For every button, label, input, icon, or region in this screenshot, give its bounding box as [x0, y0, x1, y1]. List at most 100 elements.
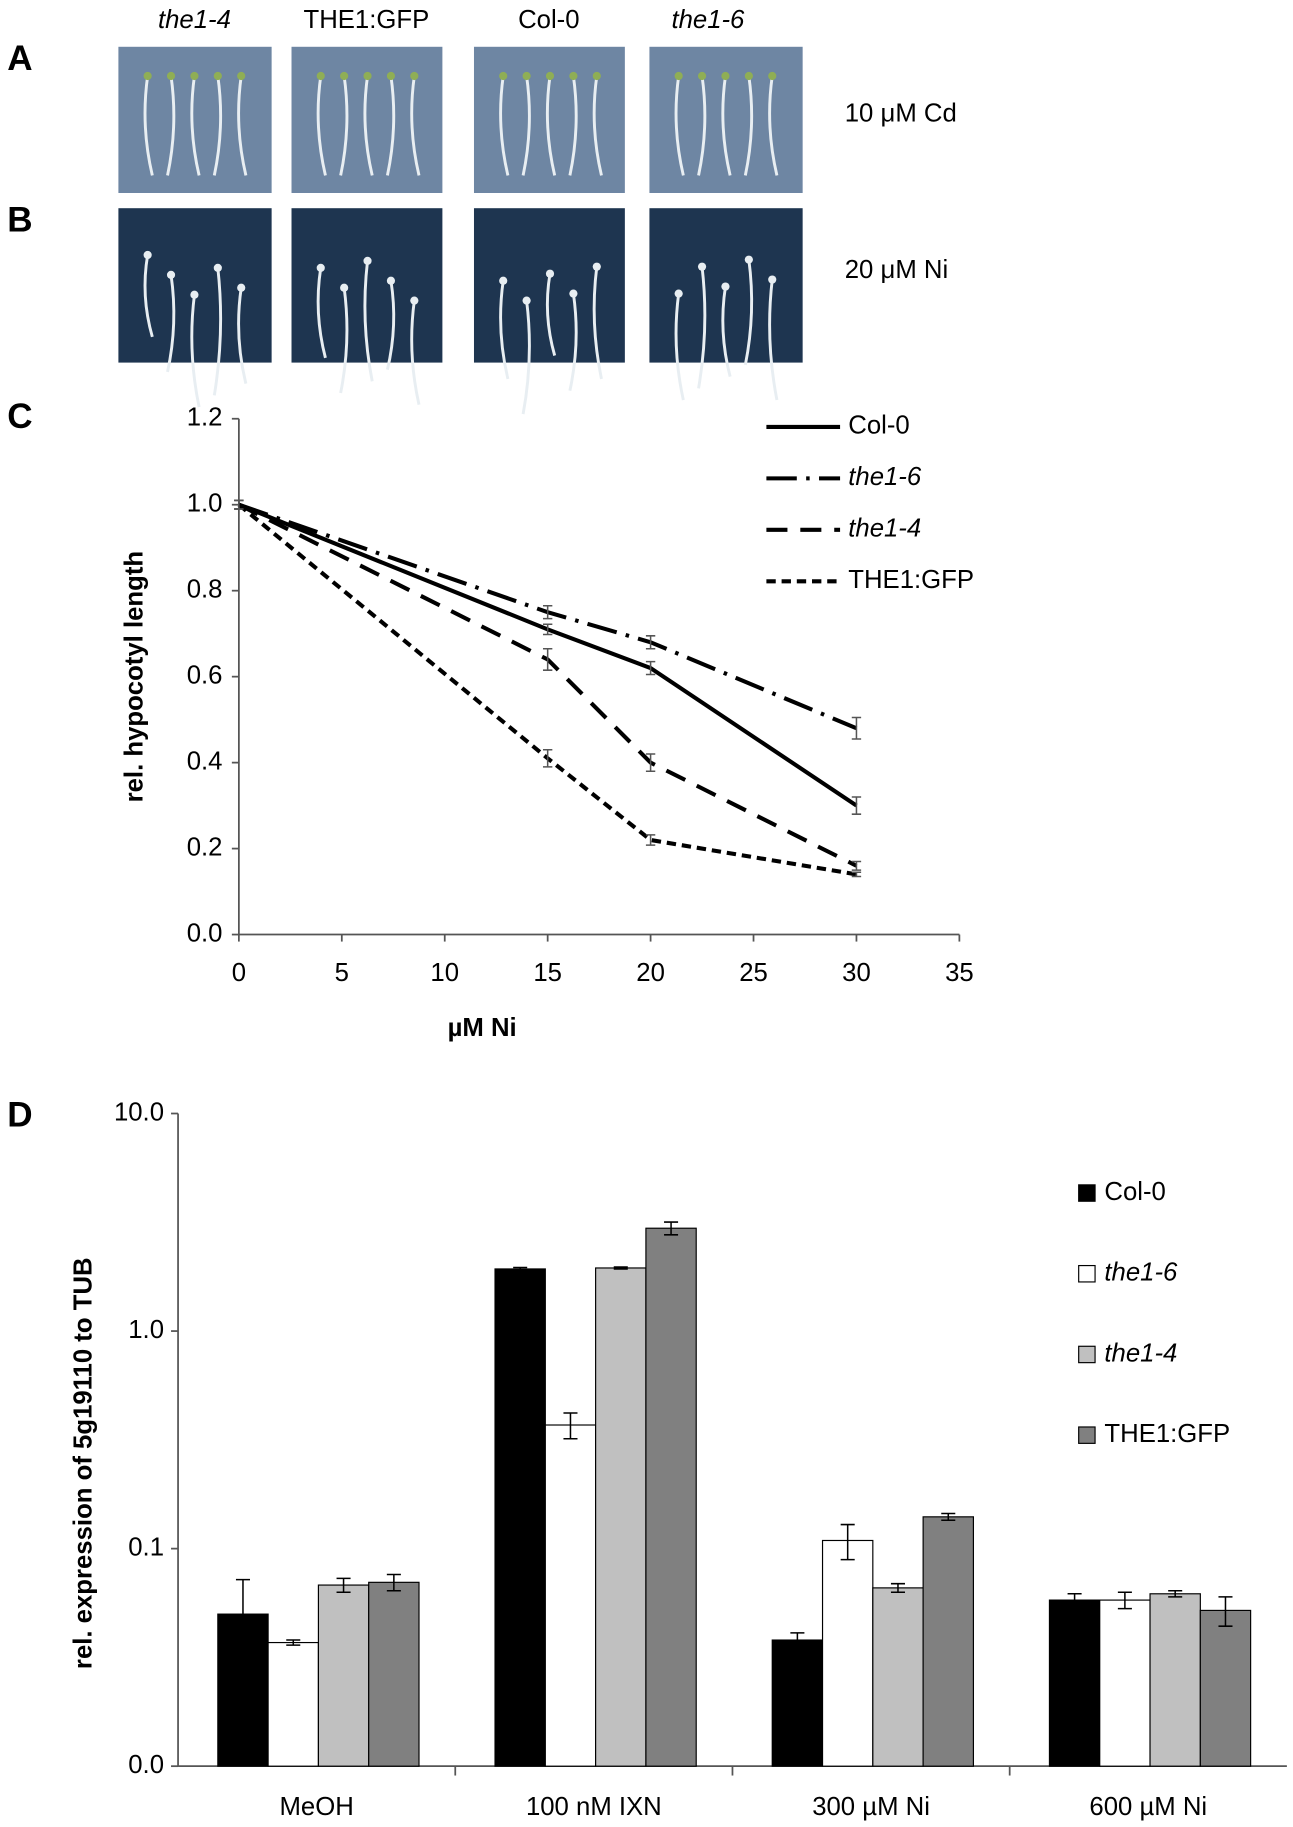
cotyledon [569, 71, 578, 81]
bar [368, 1581, 420, 1767]
cotyledon [674, 289, 683, 298]
seedling [721, 75, 732, 176]
y-tick-label: 0.0 [187, 919, 223, 947]
cotyledon [545, 269, 555, 278]
line [238, 502, 858, 808]
seedling [166, 274, 176, 373]
x-tick-label: 300 µM Ni [812, 1793, 930, 1821]
error-bar [235, 1578, 250, 1670]
photo [649, 46, 803, 193]
seedling [521, 75, 531, 176]
error-bar [542, 647, 553, 671]
cotyledon [592, 71, 601, 81]
seedling [768, 279, 779, 401]
cotyledon [545, 71, 555, 81]
cotyledon [674, 71, 683, 81]
error-bar [941, 1512, 956, 1522]
cotyledon [143, 71, 152, 81]
seedling [190, 294, 201, 408]
photo [118, 46, 272, 193]
seedling [237, 75, 248, 176]
y-tick-label: 1.0 [187, 490, 223, 518]
seedling [316, 75, 327, 176]
seedling [385, 75, 396, 176]
photos [118, 46, 803, 415]
cotyledon [363, 256, 372, 265]
legend-label: Col-0 [848, 412, 909, 440]
photo-row-label: 10 μM Cd [845, 99, 957, 127]
photo [291, 46, 443, 193]
seedling [410, 300, 421, 406]
cotyledon [721, 71, 730, 81]
cotyledon [213, 71, 222, 81]
cotyledon [522, 71, 531, 81]
error-bar [851, 796, 862, 815]
seedling [385, 280, 396, 370]
seedling [237, 287, 248, 384]
x-axis-label: µM Ni [448, 1014, 517, 1042]
seedling [143, 75, 154, 176]
cotyledon [410, 296, 419, 305]
seedling [592, 75, 603, 176]
bar [645, 1227, 697, 1767]
cotyledon [386, 71, 396, 81]
y-axis-label: rel. hypocotyl length [121, 551, 149, 802]
bar [1099, 1599, 1151, 1767]
error-bar [336, 1577, 351, 1594]
x-tick-label: 20 [636, 959, 665, 987]
photo-column-label: the1-6 [671, 6, 745, 34]
legend-label: the1-6 [848, 463, 922, 491]
bar [595, 1267, 647, 1767]
y-tick-label: 1.0 [128, 1316, 164, 1344]
bar [267, 1641, 319, 1767]
cotyledon [410, 71, 419, 81]
cotyledon [386, 276, 396, 285]
seedling [212, 75, 223, 176]
seedling [521, 300, 531, 415]
error-bar [234, 499, 244, 510]
error-bar [851, 860, 862, 871]
error-bar [1168, 1590, 1183, 1598]
line [237, 502, 858, 868]
legend-label: the1-4 [848, 515, 921, 543]
error-bar [851, 716, 862, 740]
bar [771, 1639, 824, 1767]
seedling [166, 75, 176, 176]
legend-label: the1-6 [1104, 1259, 1178, 1287]
cotyledon [768, 275, 777, 284]
x-tick-label: 25 [739, 959, 768, 987]
error-bar [513, 1266, 528, 1272]
y-tick-label: 0.4 [187, 747, 223, 775]
seedling [499, 75, 510, 176]
cotyledon [522, 296, 531, 305]
seedling [568, 293, 578, 391]
seedling [721, 286, 732, 377]
seedling [339, 287, 349, 394]
legend-swatch [1078, 1184, 1096, 1202]
seedling [674, 75, 685, 176]
y-tick-label: 0.1 [128, 1533, 164, 1561]
error-bar [542, 623, 553, 636]
seedling [410, 75, 421, 176]
panel-label: D [7, 1095, 32, 1134]
photo-column-label: Col-0 [518, 6, 579, 34]
error-bar [563, 1412, 578, 1440]
seedling [316, 267, 327, 359]
cotyledon [340, 283, 349, 292]
error-bar [790, 1632, 805, 1649]
seedling [743, 259, 754, 366]
seedling [768, 75, 779, 176]
error-bar [542, 604, 553, 620]
y-tick-label: 0.8 [187, 575, 223, 603]
seedling [568, 75, 578, 176]
x-tick-label: MeOH [280, 1793, 354, 1821]
cotyledon [744, 71, 753, 81]
legend-label: THE1:GFP [848, 566, 974, 594]
error-bar [645, 834, 656, 846]
cotyledon [569, 289, 578, 298]
cotyledon [237, 71, 246, 81]
cotyledon [316, 263, 325, 272]
error-bar [645, 635, 656, 650]
cotyledon [697, 262, 707, 271]
